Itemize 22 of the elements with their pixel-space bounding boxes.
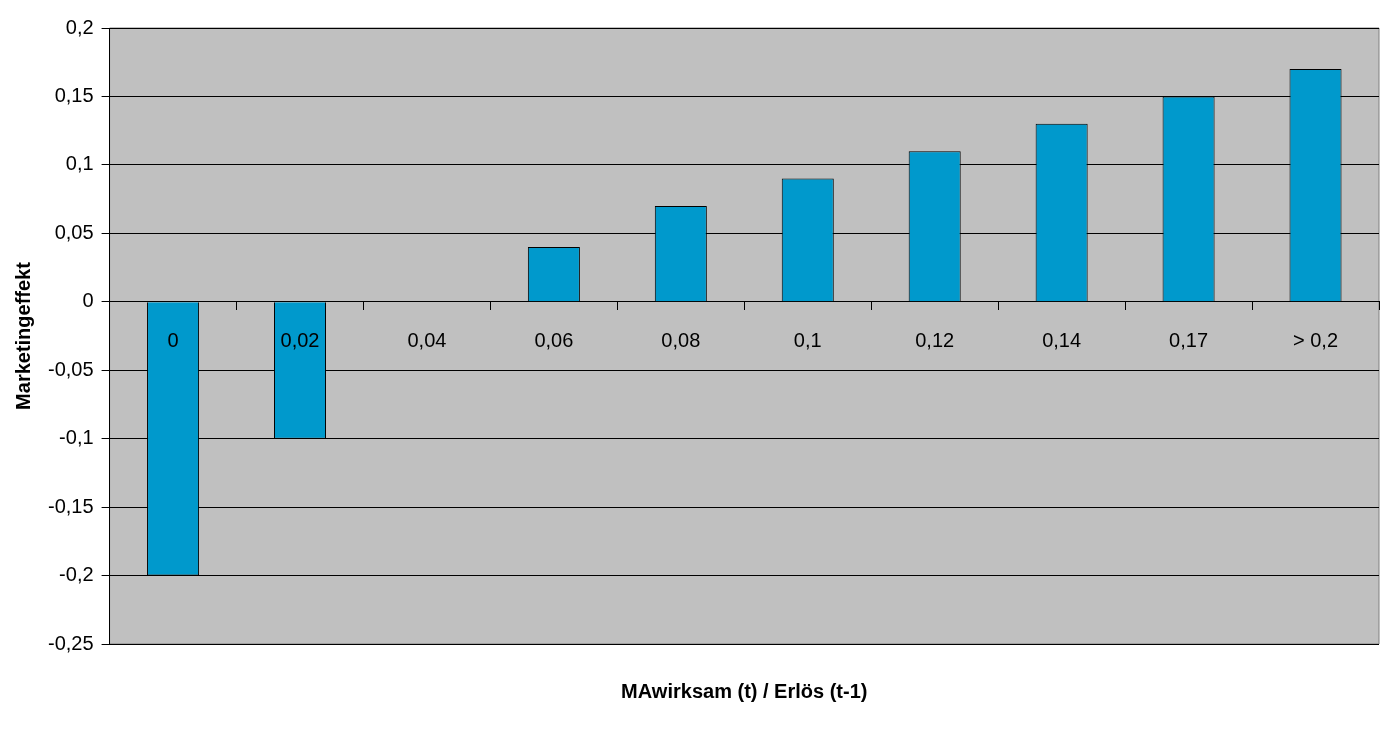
y-tick-label: -0,1 bbox=[59, 426, 94, 449]
y-tick-label: -0,25 bbox=[47, 631, 94, 654]
x-tick-label: 0,17 bbox=[1169, 329, 1209, 352]
x-tick-label: 0,14 bbox=[1042, 329, 1082, 352]
y-tick-label: 0,15 bbox=[54, 83, 94, 106]
x-tick-label: 0,04 bbox=[407, 329, 447, 352]
x-tick-label: 0,02 bbox=[280, 329, 320, 352]
x-tick-label: 0,12 bbox=[915, 329, 955, 352]
y-tick-label: -0,2 bbox=[59, 563, 94, 586]
y-tick-label: -0,05 bbox=[47, 357, 94, 380]
x-tick-label: 0,08 bbox=[661, 329, 701, 352]
y-axis-title: Marketingeffekt bbox=[11, 261, 34, 410]
x-tick-label: > 0,2 bbox=[1293, 329, 1339, 352]
x-tick-label: 0,06 bbox=[534, 329, 574, 352]
x-tick-label: 0 bbox=[167, 329, 179, 352]
x-tick-label: 0,1 bbox=[793, 329, 822, 352]
x-axis-title: MAwirksam (t) / Erlös (t-1) bbox=[621, 679, 868, 702]
y-tick-label: 0,2 bbox=[65, 15, 94, 38]
y-tick-label: 0,1 bbox=[65, 152, 94, 175]
y-tick-label: 0,05 bbox=[54, 220, 94, 243]
y-tick-label: 0 bbox=[82, 289, 94, 312]
y-tick-label: -0,15 bbox=[47, 494, 94, 517]
